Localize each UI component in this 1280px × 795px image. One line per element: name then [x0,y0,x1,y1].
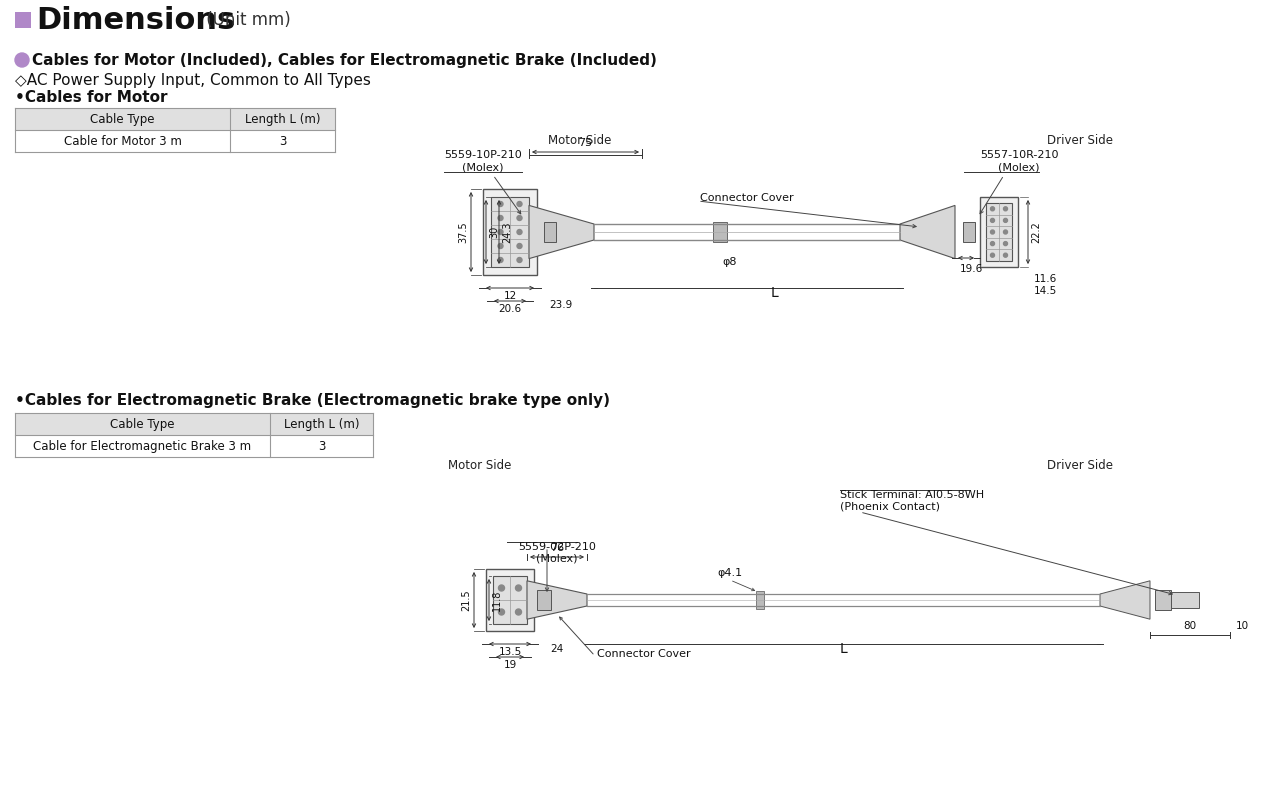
Circle shape [498,230,503,235]
Text: •Cables for Motor: •Cables for Motor [15,90,168,104]
Text: 11.6: 11.6 [1034,274,1057,284]
Circle shape [516,585,521,591]
Bar [486,569,534,631]
Circle shape [991,253,995,258]
Bar [980,197,1018,267]
Polygon shape [1100,581,1149,619]
Circle shape [498,609,504,615]
Circle shape [517,243,522,249]
Text: 10: 10 [1235,621,1248,631]
Text: Motor Side: Motor Side [548,134,612,146]
Text: 5557-10R-210
(Molex): 5557-10R-210 (Molex) [979,150,1059,172]
Text: 5559-02P-210
(Molex): 5559-02P-210 (Molex) [518,542,596,564]
Text: 11.8: 11.8 [492,589,502,611]
Bar [15,130,335,152]
Circle shape [15,53,29,67]
Text: 13.5: 13.5 [498,647,522,657]
Text: 24: 24 [550,644,563,654]
Bar [538,590,550,610]
Text: Cable Type: Cable Type [110,417,175,431]
Text: ◇AC Power Supply Input, Common to All Types: ◇AC Power Supply Input, Common to All Ty… [15,72,371,87]
Text: L: L [840,642,847,656]
Bar [756,591,764,609]
Text: Cable for Motor 3 m: Cable for Motor 3 m [64,134,182,148]
Text: Cables for Motor (Included), Cables for Electromagnetic Brake (Included): Cables for Motor (Included), Cables for … [32,52,657,68]
Circle shape [991,219,995,223]
Text: 12: 12 [503,291,517,301]
Text: (Unit mm): (Unit mm) [201,11,291,29]
Text: 75: 75 [579,138,593,148]
Bar [15,12,31,28]
Circle shape [1004,207,1007,211]
Circle shape [1004,230,1007,234]
Text: Motor Side: Motor Side [448,459,512,471]
Circle shape [498,201,503,207]
Circle shape [517,201,522,207]
Text: 3: 3 [279,134,287,148]
Bar [492,197,529,267]
Text: Connector Cover: Connector Cover [596,649,691,659]
Text: 20.6: 20.6 [498,304,521,314]
Bar [544,222,556,242]
Circle shape [517,230,522,235]
Circle shape [498,243,503,249]
Text: 3: 3 [317,440,325,452]
Bar [713,222,727,242]
Text: 19: 19 [503,660,517,670]
Bar [1171,592,1199,608]
Circle shape [498,585,504,591]
Text: 14.5: 14.5 [1034,286,1057,296]
Text: Length L (m): Length L (m) [284,417,360,431]
Bar [1155,590,1171,610]
Text: 22.2: 22.2 [1030,221,1041,243]
Circle shape [1004,253,1007,258]
Circle shape [516,609,521,615]
Polygon shape [527,581,588,619]
Circle shape [991,230,995,234]
Text: 80: 80 [1184,621,1197,631]
Text: Driver Side: Driver Side [1047,459,1114,471]
Circle shape [1004,242,1007,246]
Text: 19.6: 19.6 [960,264,983,274]
Circle shape [991,207,995,211]
Circle shape [1004,219,1007,223]
Circle shape [498,215,503,220]
Text: 5559-10P-210
(Molex): 5559-10P-210 (Molex) [444,150,522,172]
Text: 37.5: 37.5 [458,221,468,242]
Text: Driver Side: Driver Side [1047,134,1114,146]
Text: Cable Type: Cable Type [91,113,155,126]
Bar [15,413,372,435]
Polygon shape [529,205,594,258]
Bar [963,222,975,242]
Text: 21.5: 21.5 [461,589,471,611]
Text: φ8: φ8 [723,257,737,267]
Circle shape [517,258,522,262]
Bar [15,435,372,457]
Polygon shape [900,205,955,258]
Circle shape [991,242,995,246]
Text: L: L [771,286,778,300]
Circle shape [517,215,522,220]
Text: 24.3: 24.3 [502,221,512,242]
Text: Dimensions: Dimensions [36,6,236,34]
Text: Cable for Electromagnetic Brake 3 m: Cable for Electromagnetic Brake 3 m [33,440,252,452]
Bar [15,108,335,130]
Bar [483,189,538,275]
Circle shape [498,258,503,262]
Text: •Cables for Electromagnetic Brake (Electromagnetic brake type only): •Cables for Electromagnetic Brake (Elect… [15,393,611,408]
Text: Connector Cover: Connector Cover [700,193,794,203]
Bar [986,203,1012,261]
Text: Stick Terminal: AI0.5-8WH
(Phoenix Contact): Stick Terminal: AI0.5-8WH (Phoenix Conta… [840,490,984,512]
Text: Length L (m): Length L (m) [244,113,320,126]
Text: 30: 30 [489,226,499,238]
Text: 23.9: 23.9 [549,300,572,310]
Bar [493,576,527,624]
Text: φ4.1: φ4.1 [717,568,742,578]
Text: 76: 76 [550,543,564,553]
